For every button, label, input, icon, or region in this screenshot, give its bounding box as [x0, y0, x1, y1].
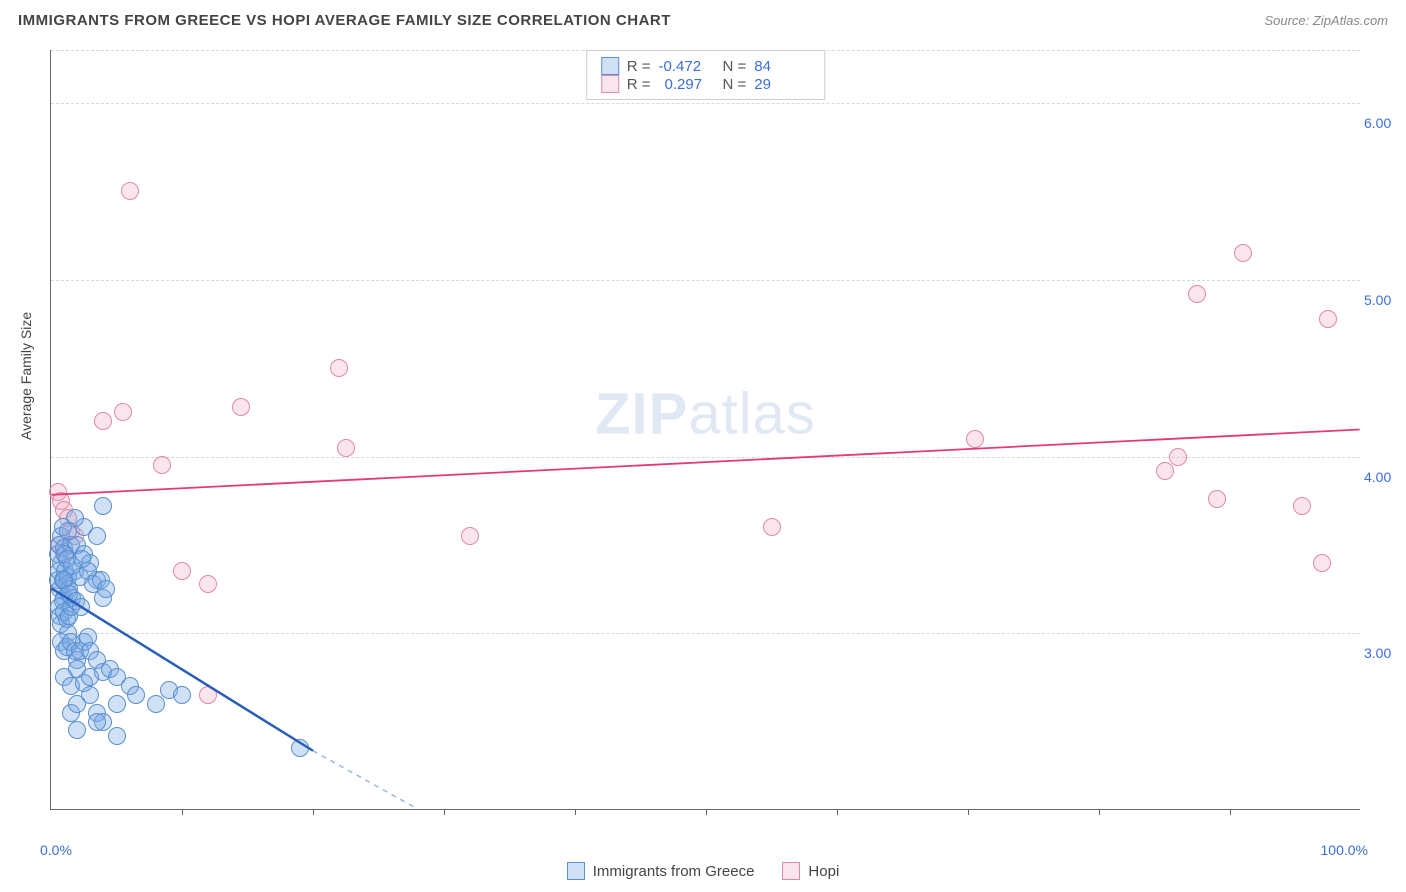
r-label: R = — [627, 76, 651, 93]
marker-greece — [68, 721, 86, 739]
xtick — [313, 809, 314, 815]
marker-hopi — [1208, 490, 1226, 508]
r-value-hopi: 0.297 — [659, 76, 715, 93]
marker-greece — [97, 580, 115, 598]
marker-greece — [94, 497, 112, 515]
chart-title: IMMIGRANTS FROM GREECE VS HOPI AVERAGE F… — [18, 12, 671, 29]
legend-item-hopi: Hopi — [782, 862, 839, 880]
x-axis-min: 0.0% — [40, 842, 72, 858]
n-value-greece: 84 — [754, 58, 810, 75]
watermark: ZIPatlas — [595, 381, 816, 448]
x-axis-max: 100.0% — [1321, 842, 1368, 858]
xtick — [575, 809, 576, 815]
marker-hopi — [94, 412, 112, 430]
source-attribution: Source: ZipAtlas.com — [1264, 13, 1388, 28]
legend-label-hopi: Hopi — [808, 863, 839, 880]
xtick — [837, 809, 838, 815]
correlation-legend: R = -0.472 N = 84 R = 0.297 N = 29 — [586, 50, 826, 100]
ytick-label: 6.00 — [1364, 115, 1406, 131]
marker-hopi — [330, 359, 348, 377]
legend-item-greece: Immigrants from Greece — [567, 862, 755, 880]
marker-hopi — [121, 182, 139, 200]
series-legend: Immigrants from Greece Hopi — [0, 862, 1406, 880]
xtick — [706, 809, 707, 815]
ytick-label: 3.00 — [1364, 645, 1406, 661]
legend-row-greece: R = -0.472 N = 84 — [601, 57, 811, 75]
xtick — [1230, 809, 1231, 815]
marker-hopi — [1156, 462, 1174, 480]
marker-hopi — [114, 403, 132, 421]
marker-greece — [73, 550, 91, 568]
marker-hopi — [232, 398, 250, 416]
marker-greece — [88, 713, 106, 731]
marker-hopi — [199, 575, 217, 593]
marker-greece — [291, 739, 309, 757]
n-label: N = — [723, 76, 747, 93]
ytick-label: 5.00 — [1364, 292, 1406, 308]
r-value-greece: -0.472 — [659, 58, 715, 75]
gridline-h — [51, 457, 1360, 458]
marker-hopi — [173, 562, 191, 580]
xtick — [444, 809, 445, 815]
marker-greece — [72, 598, 90, 616]
marker-greece — [127, 686, 145, 704]
scatter-chart: ZIPatlas R = -0.472 N = 84 R = 0.297 N =… — [50, 50, 1360, 810]
marker-hopi — [1188, 285, 1206, 303]
marker-hopi — [1319, 310, 1337, 328]
y-axis-label: Average Family Size — [18, 312, 34, 440]
marker-greece — [88, 527, 106, 545]
marker-hopi — [1234, 244, 1252, 262]
marker-hopi — [1293, 497, 1311, 515]
marker-hopi — [461, 527, 479, 545]
marker-hopi — [153, 456, 171, 474]
marker-hopi — [1313, 554, 1331, 572]
marker-hopi — [763, 518, 781, 536]
marker-greece — [147, 695, 165, 713]
legend-label-greece: Immigrants from Greece — [593, 863, 755, 880]
marker-hopi — [337, 439, 355, 457]
legend-swatch-greece — [567, 862, 585, 880]
n-label: N = — [723, 58, 747, 75]
xtick — [182, 809, 183, 815]
marker-hopi — [966, 430, 984, 448]
marker-greece — [108, 695, 126, 713]
xtick — [1099, 809, 1100, 815]
legend-swatch-greece — [601, 57, 619, 75]
legend-swatch-hopi — [601, 75, 619, 93]
trend-lines — [51, 50, 1360, 809]
marker-greece — [173, 686, 191, 704]
legend-swatch-hopi — [782, 862, 800, 880]
gridline-h — [51, 103, 1360, 104]
n-value-hopi: 29 — [754, 76, 810, 93]
legend-row-hopi: R = 0.297 N = 29 — [601, 75, 811, 93]
marker-hopi — [1169, 448, 1187, 466]
gridline-h — [51, 280, 1360, 281]
marker-greece — [59, 522, 77, 540]
marker-greece — [108, 727, 126, 745]
gridline-h — [51, 633, 1360, 634]
marker-hopi — [199, 686, 217, 704]
r-label: R = — [627, 58, 651, 75]
ytick-label: 4.00 — [1364, 469, 1406, 485]
marker-greece — [81, 686, 99, 704]
xtick — [968, 809, 969, 815]
